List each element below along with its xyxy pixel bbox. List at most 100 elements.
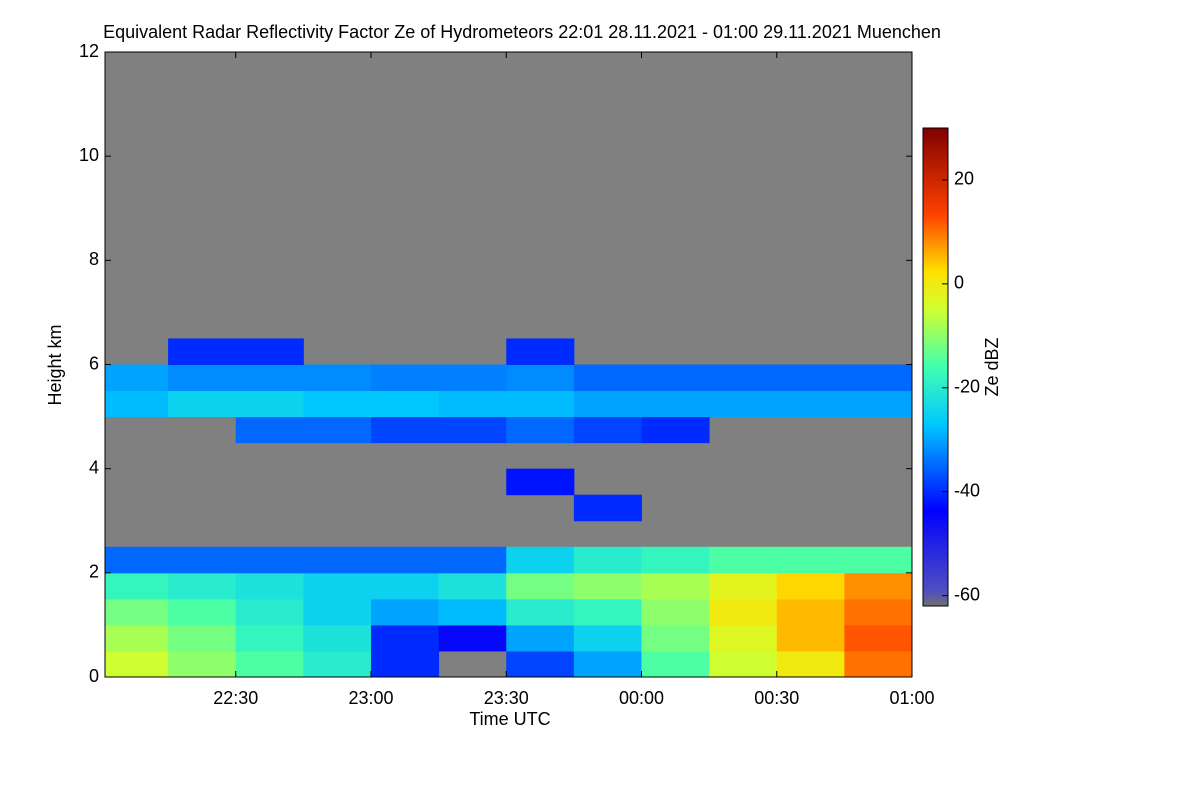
y-tick-label: 2 — [89, 562, 99, 582]
heatmap-cell — [573, 416, 642, 444]
colorbar-tick-label: -60 — [954, 584, 980, 604]
heatmap-cell — [506, 650, 575, 677]
heatmap-cell — [506, 468, 575, 496]
heatmap-cell — [573, 624, 642, 652]
heatmap-cell — [844, 572, 912, 600]
heatmap-cell — [506, 364, 575, 392]
heatmap-cell — [641, 546, 710, 574]
heatmap-cell — [709, 364, 778, 392]
y-tick-label: 0 — [89, 666, 99, 686]
y-tick-label: 8 — [89, 249, 99, 269]
chart-title: Equivalent Radar Reflectivity Factor Ze … — [103, 22, 941, 42]
heatmap-cell — [438, 364, 507, 392]
heatmap-cell — [844, 390, 912, 418]
heatmap-cell — [303, 598, 372, 626]
heatmap-cell — [168, 390, 237, 418]
heatmap-cell — [303, 572, 372, 600]
heatmap-cell — [709, 598, 778, 626]
heatmap-cell — [105, 624, 169, 652]
colorbar-tick-label: -20 — [954, 377, 980, 397]
heatmap-cell — [105, 390, 169, 418]
heatmap-cell — [573, 364, 642, 392]
y-axis-label: Height km — [45, 324, 65, 405]
heatmap-cell — [370, 364, 440, 392]
heatmap-cell — [506, 624, 575, 652]
colorbar-tick-label: 20 — [954, 169, 974, 189]
heatmap-cell — [303, 650, 372, 677]
x-axis-label: Time UTC — [469, 709, 550, 729]
heatmap-cell — [438, 390, 507, 418]
heatmap-cell — [506, 598, 575, 626]
heatmap-cell — [235, 338, 304, 365]
heatmap-cell — [641, 390, 710, 418]
heatmap-cell — [235, 572, 304, 600]
heatmap-cell — [438, 546, 507, 574]
heatmap-cell — [641, 364, 710, 392]
heatmap-cell — [573, 572, 642, 600]
colorbar-tick-label: 0 — [954, 273, 964, 293]
heatmap-cell — [168, 650, 237, 677]
x-tick-label: 23:00 — [348, 688, 393, 708]
heatmap-cell — [303, 624, 372, 652]
heatmap-cell — [776, 598, 845, 626]
heatmap-cell — [573, 494, 642, 522]
colorbar-tick-label: -40 — [954, 480, 980, 500]
heatmap-cell — [506, 572, 575, 600]
heatmap-cell — [506, 546, 575, 574]
y-tick-label: 4 — [89, 457, 99, 477]
heatmap-cell — [438, 624, 507, 652]
heatmap-cell — [573, 650, 642, 677]
heatmap-cell — [370, 546, 440, 574]
heatmap-cell — [235, 650, 304, 677]
heatmap-cell — [105, 598, 169, 626]
heatmap-cell — [709, 390, 778, 418]
x-tick-label: 23:30 — [484, 688, 529, 708]
heatmap-cell — [235, 364, 304, 392]
heatmap-cell — [641, 624, 710, 652]
heatmap-cell — [370, 598, 440, 626]
x-tick-label: 00:00 — [619, 688, 664, 708]
heatmap-cell — [370, 572, 440, 600]
heatmap-cell — [641, 572, 710, 600]
heatmap-cell — [105, 650, 169, 677]
heatmap-cell — [168, 624, 237, 652]
heatmap-cell — [235, 598, 304, 626]
heatmap-cell — [641, 598, 710, 626]
colorbar-label: Ze dBZ — [982, 337, 1002, 396]
heatmap — [105, 338, 912, 677]
heatmap-cell — [506, 416, 575, 444]
heatmap-cell — [776, 572, 845, 600]
x-tick-label: 01:00 — [889, 688, 934, 708]
heatmap-cell — [303, 390, 372, 418]
heatmap-cell — [235, 624, 304, 652]
y-tick-label: 12 — [79, 41, 99, 61]
heatmap-cell — [776, 624, 845, 652]
heatmap-cell — [709, 572, 778, 600]
heatmap-cell — [438, 598, 507, 626]
heatmap-cell — [709, 546, 778, 574]
heatmap-cell — [506, 338, 575, 365]
heatmap-cell — [168, 546, 237, 574]
heatmap-cell — [370, 390, 440, 418]
heatmap-cell — [844, 546, 912, 574]
heatmap-cell — [105, 364, 169, 392]
heatmap-cell — [370, 624, 440, 652]
heatmap-cell — [438, 416, 507, 444]
heatmap-cell — [168, 572, 237, 600]
heatmap-cell — [235, 390, 304, 418]
heatmap-cell — [370, 650, 440, 677]
heatmap-cell — [168, 338, 237, 365]
heatmap-cell — [709, 624, 778, 652]
heatmap-cell — [370, 416, 440, 444]
heatmap-cell — [641, 650, 710, 677]
heatmap-cell — [573, 390, 642, 418]
heatmap-cell — [303, 546, 372, 574]
x-tick-label: 00:30 — [754, 688, 799, 708]
heatmap-cell — [303, 416, 372, 444]
heatmap-cell — [168, 364, 237, 392]
heatmap-cell — [844, 624, 912, 652]
x-tick-label: 22:30 — [213, 688, 258, 708]
heatmap-cell — [573, 598, 642, 626]
heatmap-cell — [506, 390, 575, 418]
